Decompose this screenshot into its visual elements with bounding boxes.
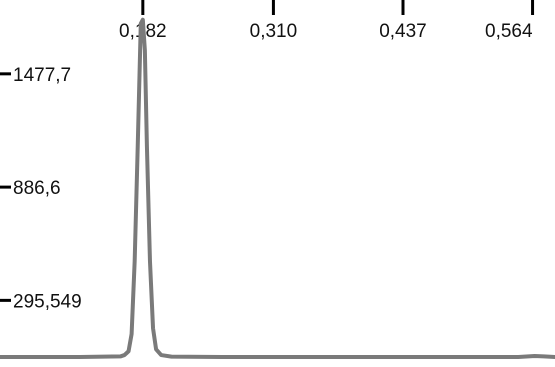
x-tick-label: 0,437 (379, 21, 427, 42)
series-line (0, 17, 555, 359)
x-axis-ticks: 0,182 0,310 0,437 0,564 (119, 0, 535, 42)
y-tick-label: 1477,7 (13, 65, 71, 86)
x-tick-label: 0,564 (485, 21, 533, 42)
x-tick-label: 0,310 (250, 21, 298, 42)
y-tick-label: 295,549 (13, 291, 82, 312)
y-axis-ticks: 1477,7 886,6 295,549 (0, 65, 82, 312)
y-tick-label: 886,6 (13, 178, 61, 199)
